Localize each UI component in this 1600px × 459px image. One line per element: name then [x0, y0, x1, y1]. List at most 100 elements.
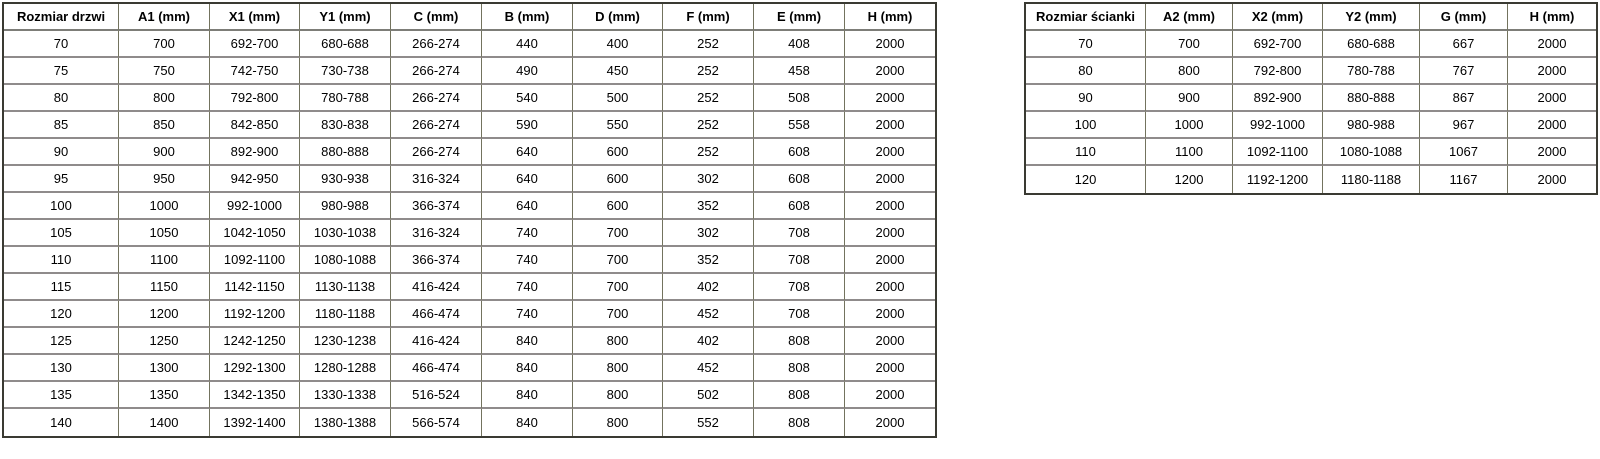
- table-cell: 500: [573, 85, 663, 112]
- table-cell: 110: [4, 247, 119, 274]
- table-cell: 90: [1026, 85, 1146, 112]
- table-cell: 1150: [119, 274, 210, 301]
- table-cell: 2000: [1508, 139, 1596, 166]
- table-cell: 800: [573, 382, 663, 409]
- table-cell: 1180-1188: [300, 301, 391, 328]
- table-cell: 1092-1100: [1233, 139, 1323, 166]
- table-cell: 566-574: [391, 409, 482, 436]
- table-cell: 692-700: [1233, 31, 1323, 58]
- table-cell: 502: [663, 382, 754, 409]
- table-cell: 302: [663, 220, 754, 247]
- column-header: D (mm): [573, 4, 663, 31]
- table-cell: 692-700: [210, 31, 300, 58]
- table-row: 85 850 842-850 830-838 266-274 590 550 252 558 20…: [4, 112, 935, 139]
- table-cell: 450: [573, 58, 663, 85]
- table-cell: 1142-1150: [210, 274, 300, 301]
- table-cell: 608: [754, 193, 845, 220]
- table-cell: 1292-1300: [210, 355, 300, 382]
- table-cell: 400: [573, 31, 663, 58]
- table-cell: 95: [4, 166, 119, 193]
- table-row: 125 1250 1242-1250 1230-1238 416-424 840 800 40…: [4, 328, 935, 355]
- table-cell: 800: [573, 328, 663, 355]
- table-cell: 266-274: [391, 139, 482, 166]
- table-cell: 2000: [845, 220, 935, 247]
- table-cell: 80: [4, 85, 119, 112]
- table-cell: 80: [1026, 58, 1146, 85]
- table-cell: 950: [119, 166, 210, 193]
- table-cell: 1300: [119, 355, 210, 382]
- table-cell: 740: [482, 247, 573, 274]
- table-cell: 1230-1238: [300, 328, 391, 355]
- table-cell: 90: [4, 139, 119, 166]
- table-cell: 1330-1338: [300, 382, 391, 409]
- table-cell: 880-888: [1323, 85, 1420, 112]
- table-cell: 1280-1288: [300, 355, 391, 382]
- table-cell: 302: [663, 166, 754, 193]
- table-row: 115 1150 1142-1150 1130-1138 416-424 740 700 40…: [4, 274, 935, 301]
- table-cell: 767: [1420, 58, 1508, 85]
- table-row: 110 1100 1092-1100 1080-1088 1067 2000: [1026, 139, 1596, 166]
- wall-table-body: 70 700 692-700 680-688 667 2000 80 800 792-800 78…: [1026, 31, 1596, 193]
- table-cell: 730-738: [300, 58, 391, 85]
- column-header: H (mm): [845, 4, 935, 31]
- table-cell: 458: [754, 58, 845, 85]
- table-cell: 2000: [845, 355, 935, 382]
- table-cell: 1030-1038: [300, 220, 391, 247]
- table-cell: 110: [1026, 139, 1146, 166]
- table-cell: 867: [1420, 85, 1508, 112]
- table-cell: 808: [754, 355, 845, 382]
- table-cell: 2000: [845, 409, 935, 436]
- table-cell: 942-950: [210, 166, 300, 193]
- table-row: 90 900 892-900 880-888 867 2000: [1026, 85, 1596, 112]
- table-cell: 640: [482, 139, 573, 166]
- table-cell: 1167: [1420, 166, 1508, 193]
- table-row: 105 1050 1042-1050 1030-1038 316-324 740 700 30…: [4, 220, 935, 247]
- table-cell: 1380-1388: [300, 409, 391, 436]
- table-cell: 740: [482, 301, 573, 328]
- table-cell: 808: [754, 382, 845, 409]
- table-cell: 600: [573, 139, 663, 166]
- table-cell: 1100: [1146, 139, 1233, 166]
- table-cell: 1242-1250: [210, 328, 300, 355]
- table-cell: 2000: [845, 58, 935, 85]
- wall-table-header: Rozmiar ścianki A2 (mm) X2 (mm) Y2 (mm) G (m…: [1026, 4, 1596, 31]
- table-row: 80 800 792-800 780-788 767 2000: [1026, 58, 1596, 85]
- table-cell: 708: [754, 220, 845, 247]
- table-cell: 266-274: [391, 112, 482, 139]
- table-cell: 900: [1146, 85, 1233, 112]
- table-cell: 1250: [119, 328, 210, 355]
- table-cell: 700: [573, 220, 663, 247]
- table-cell: 680-688: [300, 31, 391, 58]
- table-cell: 742-750: [210, 58, 300, 85]
- table-cell: 667: [1420, 31, 1508, 58]
- table-cell: 266-274: [391, 58, 482, 85]
- table-cell: 316-324: [391, 166, 482, 193]
- table-cell: 700: [119, 31, 210, 58]
- table-cell: 125: [4, 328, 119, 355]
- table-cell: 408: [754, 31, 845, 58]
- table-cell: 252: [663, 139, 754, 166]
- table-cell: 70: [4, 31, 119, 58]
- table-cell: 2000: [845, 274, 935, 301]
- column-header: X1 (mm): [210, 4, 300, 31]
- table-cell: 700: [573, 274, 663, 301]
- table-cell: 1130-1138: [300, 274, 391, 301]
- table-row: 135 1350 1342-1350 1330-1338 516-524 840 800 50…: [4, 382, 935, 409]
- header-row: Rozmiar ścianki A2 (mm) X2 (mm) Y2 (mm) G (m…: [1026, 4, 1596, 31]
- table-cell: 892-900: [210, 139, 300, 166]
- table-cell: 2000: [1508, 31, 1596, 58]
- table-cell: 416-424: [391, 274, 482, 301]
- table-cell: 2000: [845, 247, 935, 274]
- table-cell: 2000: [845, 31, 935, 58]
- table-cell: 516-524: [391, 382, 482, 409]
- table-cell: 466-474: [391, 301, 482, 328]
- table-cell: 800: [119, 85, 210, 112]
- table-cell: 900: [119, 139, 210, 166]
- table-cell: 708: [754, 247, 845, 274]
- table-cell: 75: [4, 58, 119, 85]
- table-cell: 708: [754, 301, 845, 328]
- table-row: 80 800 792-800 780-788 266-274 540 500 252 508 20…: [4, 85, 935, 112]
- table-cell: 1392-1400: [210, 409, 300, 436]
- table-cell: 266-274: [391, 85, 482, 112]
